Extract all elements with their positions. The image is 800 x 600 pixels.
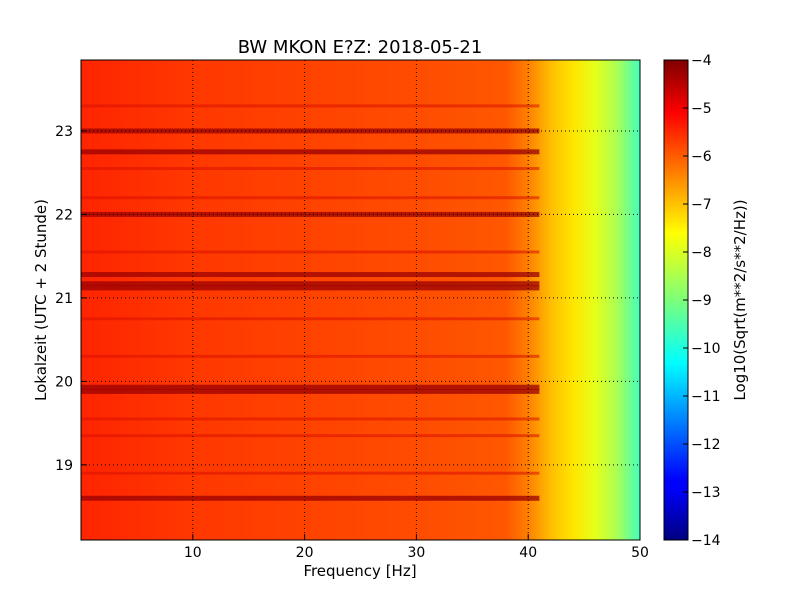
strong-band — [81, 388, 540, 394]
x-tick-label: 20 — [296, 545, 314, 561]
weak-band — [81, 471, 540, 475]
grid-lines — [81, 60, 640, 540]
colorbar-tick-label: −9 — [691, 293, 712, 309]
strong-band — [81, 149, 540, 155]
x-tick-label: 40 — [519, 545, 537, 561]
y-tick-label: 21 — [55, 291, 73, 307]
strong-band — [81, 272, 540, 278]
colorbar-ticks: −4 −5 −6 −7 −8 −9 −10 −11 −12 −13 −14 — [683, 53, 721, 549]
weak-band — [81, 354, 540, 358]
y-tick-label: 22 — [55, 207, 73, 223]
weak-band — [81, 317, 540, 321]
colorbar-tick-label: −8 — [691, 245, 712, 261]
y-tick-label: 23 — [55, 124, 73, 140]
x-tick-label: 10 — [184, 545, 202, 561]
strong-band — [81, 281, 540, 287]
y-tick-label: 20 — [55, 374, 73, 390]
plot-area — [81, 60, 640, 540]
weak-band — [81, 167, 540, 171]
x-axis-label: Frequency [Hz] — [303, 562, 416, 580]
colorbar-tick-label: −11 — [691, 389, 721, 405]
weak-band — [81, 417, 540, 421]
colorbar-tick-label: −5 — [691, 101, 712, 117]
weak-band — [81, 250, 540, 254]
x-tick-label: 30 — [407, 545, 425, 561]
strong-band — [81, 285, 540, 291]
colorbar-tick-label: −4 — [691, 53, 712, 69]
plot-frame — [80, 59, 641, 541]
weak-band — [81, 196, 540, 200]
colorbar-tick-label: −13 — [691, 485, 721, 501]
y-axis: 19 20 21 22 23 — [55, 124, 87, 474]
chart-title: BW MKON E?Z: 2018-05-21 — [238, 37, 483, 58]
colorbar-tick-label: −14 — [691, 533, 721, 549]
colorbar: −4 −5 −6 −7 −8 −9 −10 −11 −12 −13 −14 Log10(Sqrt(m… — [663, 53, 749, 549]
colorbar-tick-label: −12 — [691, 437, 721, 453]
strong-band — [81, 211, 540, 217]
weak-band — [81, 434, 540, 438]
strong-band — [81, 128, 540, 134]
colorbar-tick-label: −6 — [691, 149, 712, 165]
y-axis-label: Lokalzeit (UTC + 2 Stunde) — [32, 199, 50, 401]
y-tick-label: 19 — [55, 458, 73, 474]
strong-band — [81, 384, 540, 390]
strong-band — [81, 495, 540, 501]
x-tick-label: 50 — [631, 545, 649, 561]
spectrogram-base — [81, 60, 640, 540]
colorbar-tick-label: −10 — [691, 341, 721, 357]
time-bands — [81, 104, 540, 501]
colorbar-tick-label: −7 — [691, 197, 712, 213]
colorbar-label: Log10(Sqrt(m**2/s**2/Hz)) — [731, 199, 749, 400]
weak-band — [81, 104, 540, 108]
x-axis: 10 20 30 40 50 — [184, 534, 649, 561]
